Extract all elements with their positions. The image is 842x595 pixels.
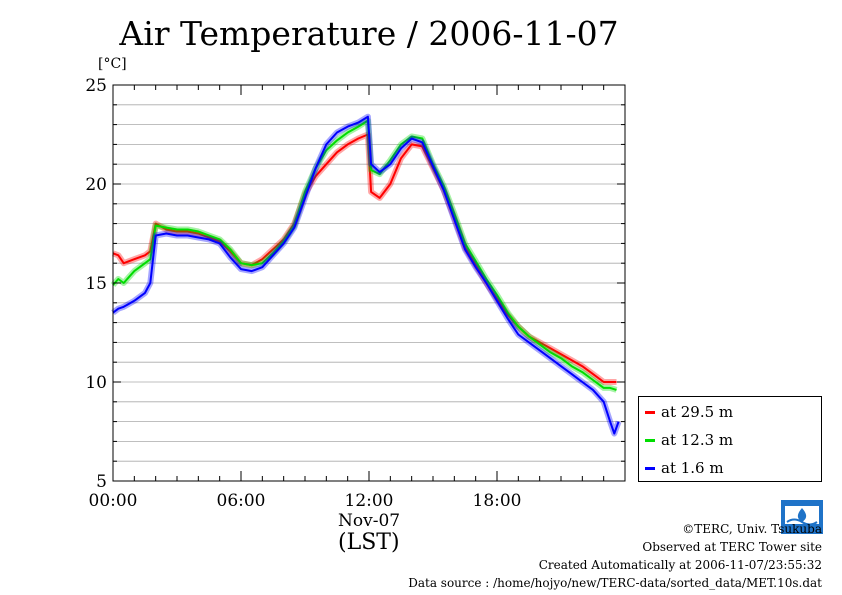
- series-lines: [110, 113, 622, 437]
- y-tick-label: 10: [85, 373, 107, 393]
- y-tick-label: 20: [85, 175, 107, 195]
- legend-label: at 29.5 m: [661, 403, 734, 421]
- legend: at 29.5 m at 12.3 m at 1.6 m: [638, 396, 822, 482]
- y-tick-label: 25: [85, 76, 107, 96]
- legend-item-1-6m: at 1.6 m: [645, 459, 724, 477]
- x-tick-label: 00:00: [89, 491, 138, 511]
- created-text: Created Automatically at 2006-11-07/23:5…: [538, 558, 822, 572]
- x-tick-label: 12:00: [345, 491, 394, 511]
- series-line-1: [112, 119, 617, 391]
- x-tick-label: 06:00: [217, 491, 266, 511]
- site-text: Observed at TERC Tower site: [642, 540, 822, 554]
- legend-item-12-3m: at 12.3 m: [645, 431, 733, 449]
- x-axis-label: (LST): [338, 530, 400, 555]
- y-axis-unit-label: [°C]: [98, 56, 127, 72]
- y-tick-label: 5: [96, 472, 107, 492]
- source-text: Data source : /home/hojyo/new/TERC-data/…: [408, 576, 822, 590]
- axis-ticks: 5 10 15 20 25 00:00 06:00 12:00 18:00: [85, 76, 625, 511]
- footer-credits: ©TERC, Univ. Tsukuba Observed at TERC To…: [408, 520, 822, 592]
- legend-swatch-blue: [645, 466, 655, 470]
- chart-title: Air Temperature / 2006-11-07: [119, 14, 619, 53]
- x-date-label: Nov-07: [338, 511, 401, 531]
- legend-label: at 12.3 m: [661, 431, 734, 449]
- credit-text: ©TERC, Univ. Tsukuba: [682, 522, 822, 536]
- legend-item-29-5m: at 29.5 m: [645, 403, 733, 421]
- legend-label: at 1.6 m: [661, 459, 724, 477]
- legend-swatch-red: [645, 410, 655, 414]
- y-tick-label: 15: [85, 274, 107, 294]
- legend-swatch-green: [645, 438, 655, 442]
- terc-logo-icon: [781, 500, 823, 534]
- series-line-2: [112, 115, 620, 435]
- gridlines: [113, 104, 625, 462]
- x-tick-label: 18:00: [473, 491, 522, 511]
